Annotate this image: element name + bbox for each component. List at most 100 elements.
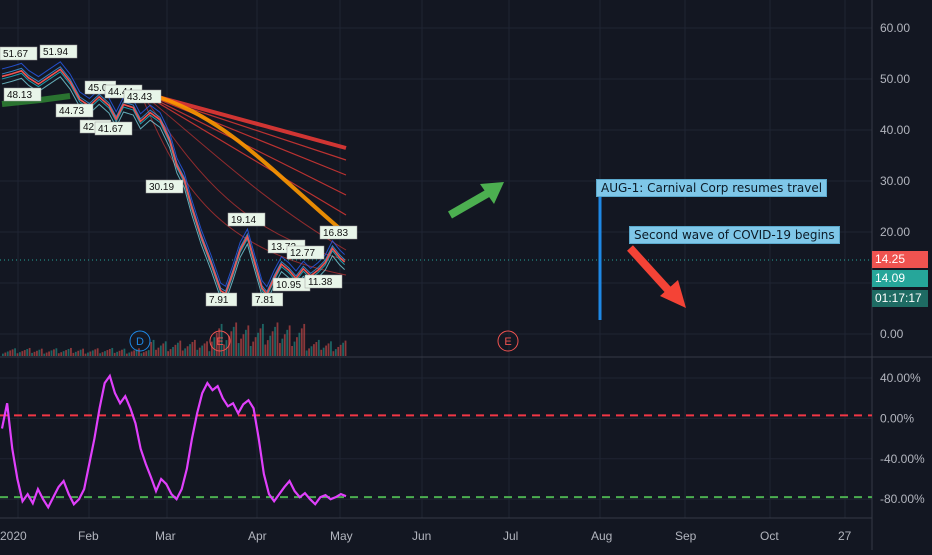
callout-label: 16.83 (323, 228, 348, 239)
volume-bar (40, 348, 43, 356)
volume-bar (254, 337, 257, 356)
volume-bar (169, 349, 172, 356)
volume-bar (327, 343, 330, 356)
volume-bar (342, 342, 344, 356)
volume-bar (320, 349, 323, 356)
callout-label: 13.72 (271, 242, 296, 253)
x-tick-label: 2020 (0, 529, 27, 543)
callout-label: 43.43 (127, 92, 152, 103)
osc-y-tick-label: -40.00% (880, 452, 925, 466)
volume-bar (72, 352, 75, 356)
volume-bar (298, 332, 301, 356)
volume-bar (135, 349, 138, 356)
volume-bar (296, 337, 298, 356)
volume-bar (305, 350, 308, 356)
volume-bar (118, 350, 121, 356)
volume-bar (300, 328, 303, 356)
volume-bar (215, 332, 218, 356)
volume-bar (266, 340, 269, 356)
osc-y-tick-label: 40.00% (880, 371, 921, 385)
x-tick-label: Sep (675, 529, 697, 543)
volume-bar (89, 351, 92, 356)
callout-label: 44.73 (59, 106, 84, 117)
callout-box (55, 103, 94, 118)
volume-bar (303, 323, 306, 356)
callout-label: 11.38 (308, 277, 333, 288)
volume-bar (210, 341, 213, 356)
volume-bar (155, 349, 157, 356)
fan-line-3 (139, 91, 347, 216)
volume-bar (145, 351, 148, 356)
volume-bar (330, 341, 332, 356)
volume-bar (259, 328, 262, 356)
event-marker-circle (209, 330, 231, 352)
volume-bar (179, 340, 182, 356)
volume-bar (26, 349, 29, 356)
volume-bar (201, 345, 204, 356)
y-tick-label: 30.00 (880, 174, 910, 188)
callout-label: 7.81 (255, 295, 275, 306)
volume-bar (65, 350, 67, 356)
volume-bar (334, 349, 337, 356)
volume-bar (14, 348, 16, 356)
green-arrow-head (480, 182, 504, 204)
volume-bar (96, 348, 99, 356)
volume-bar (291, 346, 293, 356)
volume-bar (172, 346, 174, 356)
volume-bar (218, 328, 221, 356)
volume-bar (31, 352, 33, 356)
volume-bar (116, 351, 119, 356)
volume-bar (176, 342, 179, 356)
event-marker-label: E (504, 336, 511, 348)
volume-bar (106, 350, 109, 356)
volume-bar (108, 349, 111, 356)
volume-bar (57, 353, 60, 356)
close-price-tag: 14.09 (872, 270, 928, 287)
volume-bar (271, 331, 274, 356)
volume-bar (208, 351, 211, 356)
y-tick-label: 60.00 (880, 21, 910, 35)
callout-label: 19.14 (231, 215, 256, 226)
volume-bar (237, 343, 240, 356)
callout-label: 10.95 (276, 280, 301, 291)
volume-bar (313, 344, 315, 356)
volume-bar (94, 349, 97, 356)
volume-bar (74, 351, 77, 356)
volume-bar (28, 347, 31, 356)
volume-bar (257, 332, 259, 356)
callout-label: 41.67 (98, 124, 123, 135)
osc-y-tick-label: 0.00% (880, 411, 914, 425)
volume-bar (123, 348, 126, 356)
volume-bar (235, 322, 238, 356)
volume-bar (43, 353, 46, 356)
volume-bar (245, 329, 247, 356)
volume-bar (344, 340, 347, 356)
callout-box (227, 212, 266, 227)
volume-bar (325, 345, 327, 356)
note-second-wave[interactable]: Second wave of COVID-19 begins (629, 226, 840, 244)
volume-bar (111, 347, 114, 356)
x-tick-label: Aug (591, 529, 612, 543)
callout-label: 48.13 (7, 90, 32, 101)
y-tick-label: 40.00 (880, 123, 910, 137)
callout-box (0, 46, 38, 61)
volume-bar (113, 352, 116, 356)
volume-bar (53, 349, 55, 356)
volume-bar (91, 350, 94, 356)
note-carnival-resumes[interactable]: AUG-1: Carnival Corp resumes travel (596, 179, 828, 197)
volume-bar (276, 322, 279, 356)
ma-ribbon-0 (1, 61, 345, 288)
volume-bar (147, 350, 150, 356)
volume-bar (128, 352, 131, 356)
x-tick-label: Jun (412, 529, 431, 543)
callout-box (94, 121, 133, 136)
callout-box (286, 245, 325, 260)
volume-bar (293, 341, 296, 356)
volume-bar (283, 334, 286, 356)
volume-bar (247, 325, 250, 356)
volume-bar (159, 345, 162, 356)
callout-box (205, 292, 238, 307)
volume-bar (310, 346, 313, 356)
